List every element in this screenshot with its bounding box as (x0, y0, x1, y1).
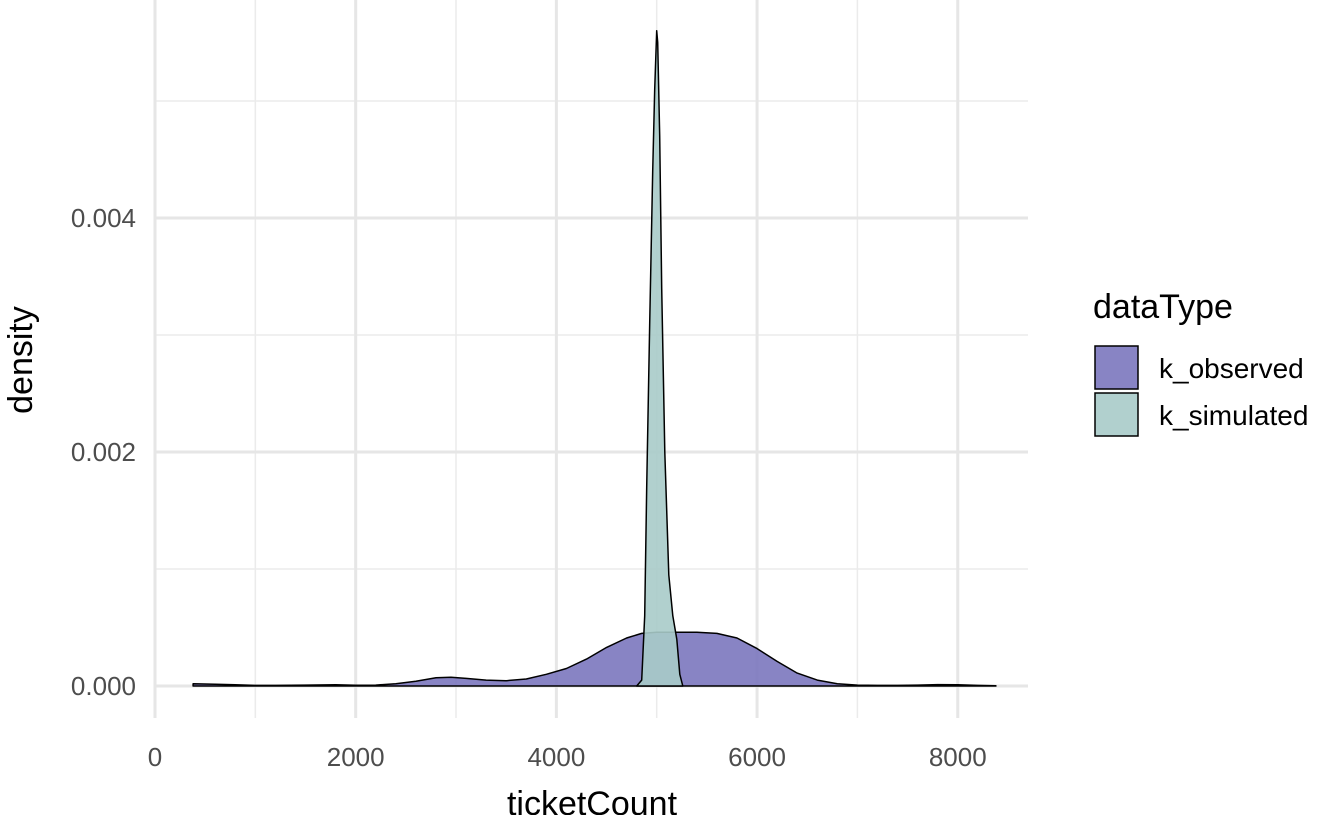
legend-key-k-simulated (1094, 392, 1139, 437)
minor-gridlines (155, 0, 1028, 718)
density-area-k-observed (192, 631, 997, 687)
legend-label-k-observed: k_observed (1159, 353, 1304, 384)
major-gridlines (153, 0, 1028, 718)
x-axis-tick-labels: 0 2000 4000 6000 8000 (148, 742, 987, 772)
y-tick-label: 0.002 (71, 437, 136, 467)
x-tick-label: 6000 (728, 742, 786, 772)
legend: dataType k_observed k_simulated (1093, 288, 1308, 437)
x-axis-title: ticketCount (507, 785, 678, 815)
legend-title: dataType (1093, 288, 1233, 326)
density-series (192, 30, 997, 687)
x-tick-label: 4000 (527, 742, 585, 772)
x-tick-label: 8000 (929, 742, 987, 772)
x-tick-label: 2000 (327, 742, 385, 772)
y-axis-tick-labels: 0.000 0.002 0.004 (71, 203, 136, 701)
legend-items: k_observed k_simulated (1094, 345, 1308, 437)
density-area-k-simulated (635, 30, 684, 687)
y-tick-label: 0.004 (71, 203, 136, 233)
x-tick-label: 0 (148, 742, 162, 772)
legend-label-k-simulated: k_simulated (1159, 400, 1308, 431)
legend-key-k-observed (1094, 345, 1139, 390)
y-tick-label: 0.000 (71, 671, 136, 701)
y-axis-title: density (2, 306, 40, 414)
